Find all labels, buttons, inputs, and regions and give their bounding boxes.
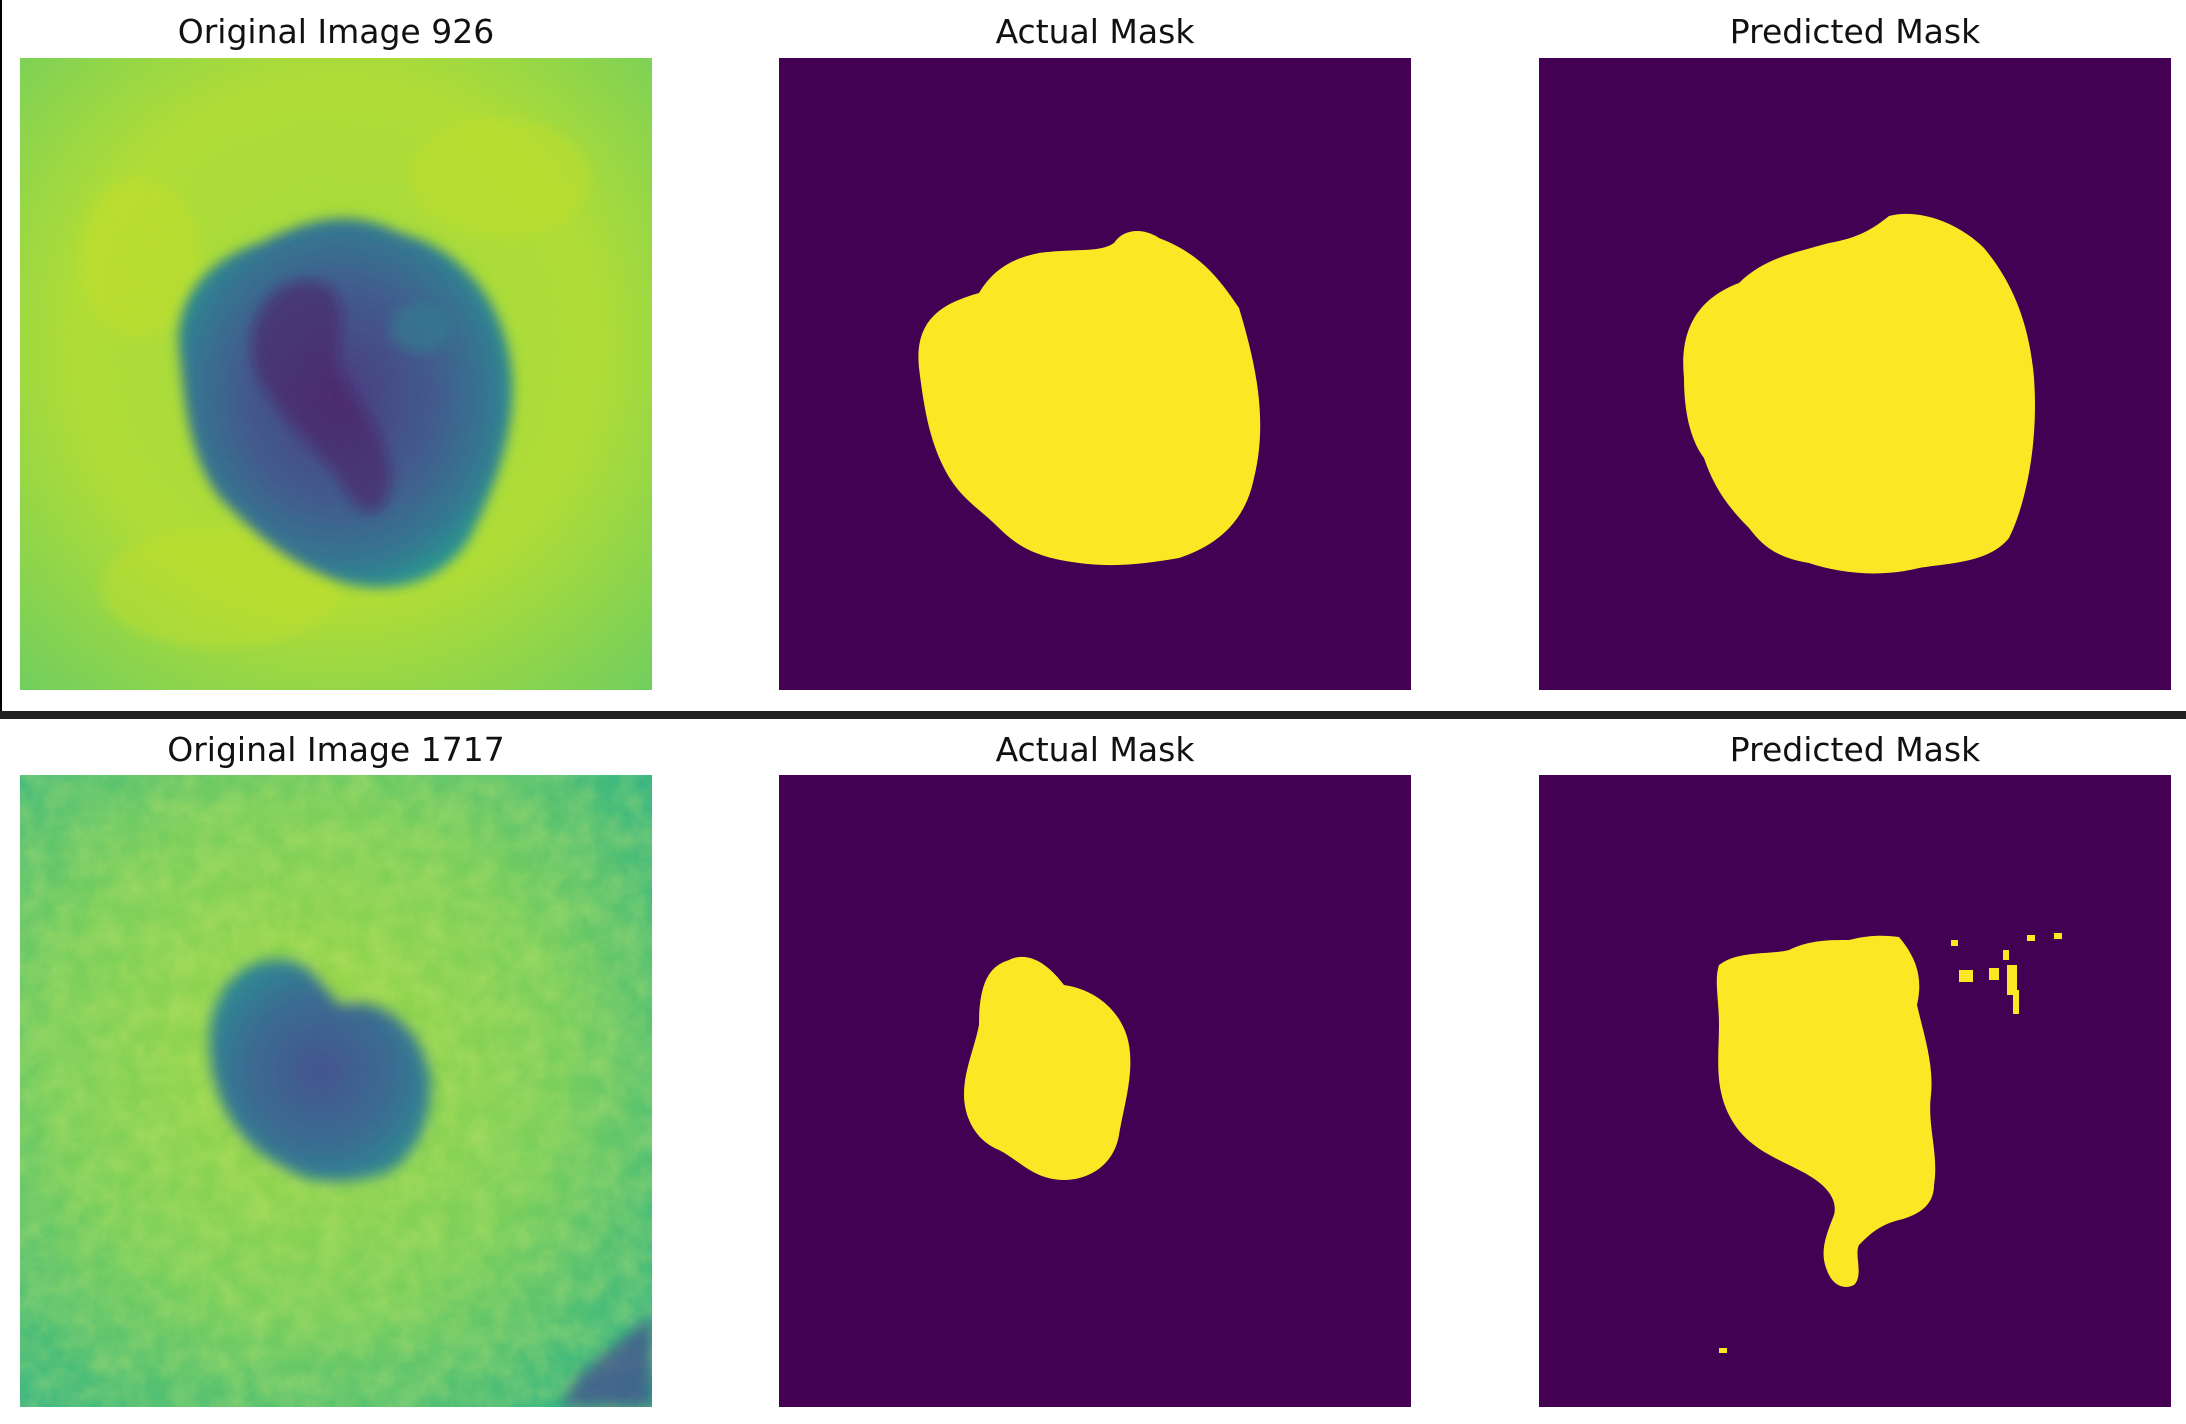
- predicted-mask-image: [1539, 775, 2171, 1407]
- row-separator: [0, 711, 2186, 719]
- original-image-title: Original Image 1717: [167, 730, 505, 769]
- actual-mask-image: [779, 58, 1411, 690]
- original-image-panel: [20, 775, 652, 1407]
- dermoscopy-image: [20, 58, 652, 690]
- dermoscopy-image: [20, 775, 652, 1407]
- original-image-panel: [20, 58, 652, 690]
- predicted-mask-panel: [1539, 58, 2171, 690]
- predicted-mask-image: [1539, 58, 2171, 690]
- predicted-mask-title: Predicted Mask: [1729, 12, 1981, 51]
- original-image-title: Original Image 926: [177, 12, 495, 51]
- figure-left-border: [0, 0, 2, 711]
- actual-mask-panel: [779, 775, 1411, 1407]
- actual-mask-title: Actual Mask: [995, 730, 1195, 769]
- actual-mask-panel: [779, 58, 1411, 690]
- actual-mask-image: [779, 775, 1411, 1407]
- predicted-mask-title: Predicted Mask: [1729, 730, 1981, 769]
- actual-mask-title: Actual Mask: [995, 12, 1195, 51]
- predicted-mask-panel: [1539, 775, 2171, 1407]
